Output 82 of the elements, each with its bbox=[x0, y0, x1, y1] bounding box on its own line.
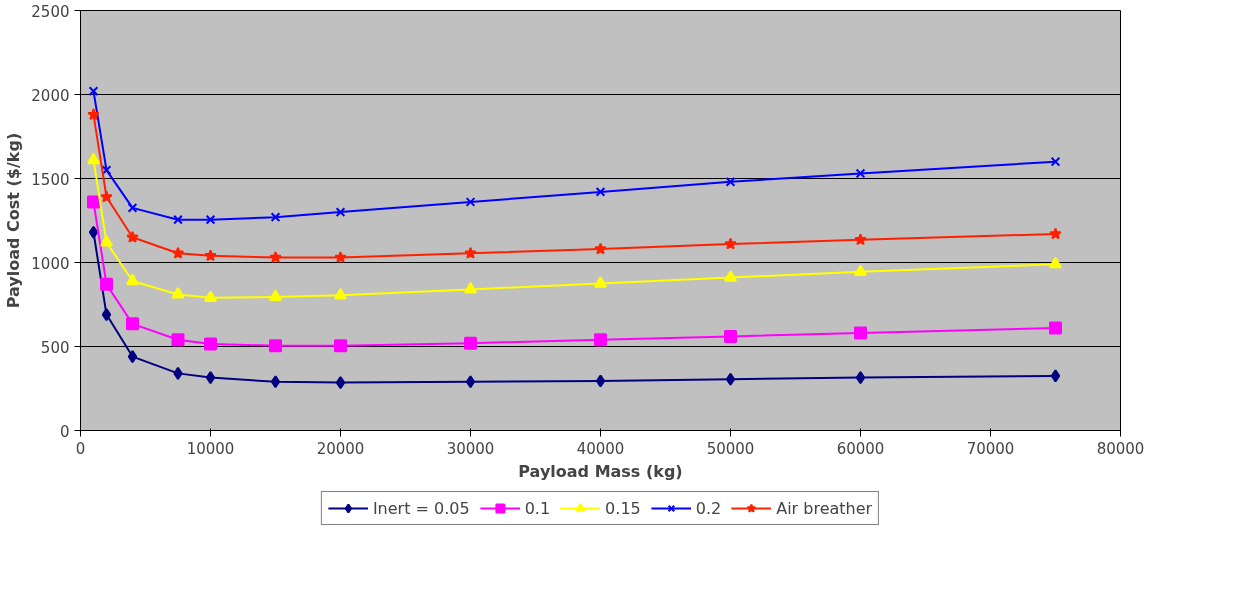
x-tick-label: 0 bbox=[75, 439, 86, 458]
point bbox=[270, 375, 281, 389]
point bbox=[87, 195, 100, 209]
x-axis-title: Payload Mass (kg) bbox=[518, 461, 683, 481]
point bbox=[100, 277, 113, 291]
x-tick-label: 70000 bbox=[966, 439, 1015, 458]
point bbox=[1050, 369, 1061, 383]
x-tick-label: 80000 bbox=[1096, 439, 1145, 458]
point bbox=[724, 237, 737, 250]
y-tick-label: 2000 bbox=[31, 86, 70, 105]
x-tick-label: 10000 bbox=[186, 439, 235, 458]
point bbox=[126, 273, 139, 286]
point bbox=[269, 250, 282, 263]
point bbox=[725, 372, 736, 386]
point bbox=[334, 287, 347, 300]
point bbox=[594, 242, 607, 255]
point bbox=[594, 276, 607, 288]
point bbox=[725, 176, 736, 187]
point bbox=[87, 152, 100, 165]
y-tick-label: 1000 bbox=[31, 254, 70, 273]
point bbox=[270, 212, 281, 223]
point bbox=[269, 339, 282, 353]
point bbox=[1050, 156, 1061, 167]
point bbox=[269, 289, 282, 302]
point bbox=[88, 86, 99, 97]
point bbox=[171, 287, 185, 299]
point bbox=[171, 246, 185, 259]
x-tick-label: 20000 bbox=[316, 439, 365, 458]
point bbox=[205, 214, 216, 225]
point bbox=[127, 203, 138, 213]
point bbox=[335, 207, 346, 217]
point bbox=[854, 326, 867, 340]
point bbox=[204, 290, 217, 302]
point bbox=[204, 337, 217, 351]
y-axis-title: Payload Cost ($/kg) bbox=[4, 132, 24, 309]
point bbox=[724, 329, 737, 343]
point bbox=[594, 333, 607, 347]
point bbox=[1049, 227, 1062, 240]
legend-label: 0.2 bbox=[695, 498, 722, 518]
x-tick-label: 30000 bbox=[446, 439, 495, 458]
point bbox=[126, 317, 139, 331]
point bbox=[101, 165, 112, 175]
point bbox=[88, 225, 99, 239]
point bbox=[334, 339, 347, 353]
legend-label: 0.15 bbox=[605, 498, 641, 518]
point bbox=[334, 250, 347, 263]
point bbox=[173, 366, 183, 380]
point bbox=[464, 246, 477, 259]
point bbox=[171, 333, 185, 347]
legend-label: Inert = 0.05 bbox=[372, 498, 470, 518]
point bbox=[855, 168, 866, 179]
point bbox=[465, 197, 476, 207]
y-tick-label: 1500 bbox=[31, 170, 70, 189]
point bbox=[464, 336, 477, 350]
point bbox=[173, 214, 183, 225]
point bbox=[1049, 321, 1062, 335]
point bbox=[100, 190, 113, 203]
point bbox=[595, 187, 606, 197]
point bbox=[465, 375, 476, 389]
legend-label: Air breather bbox=[776, 498, 873, 518]
y-tick-label: 2500 bbox=[31, 2, 70, 21]
point bbox=[204, 249, 217, 262]
point bbox=[335, 376, 346, 390]
y-tick-label: 500 bbox=[40, 338, 70, 357]
point bbox=[205, 371, 216, 385]
point bbox=[855, 371, 866, 385]
x-tick-label: 60000 bbox=[836, 439, 885, 458]
point bbox=[854, 233, 867, 246]
point bbox=[127, 350, 138, 364]
point bbox=[101, 308, 112, 322]
y-tick-label: 0 bbox=[59, 422, 70, 441]
point bbox=[854, 264, 867, 276]
point bbox=[87, 108, 100, 121]
point bbox=[1049, 256, 1062, 269]
x-tick-label: 50000 bbox=[706, 439, 755, 458]
point bbox=[464, 282, 477, 294]
x-tick-label: 40000 bbox=[576, 439, 625, 458]
point bbox=[126, 230, 139, 243]
legend-label: 0.1 bbox=[524, 498, 551, 518]
point bbox=[595, 374, 606, 388]
point bbox=[724, 270, 737, 282]
point bbox=[100, 234, 113, 247]
